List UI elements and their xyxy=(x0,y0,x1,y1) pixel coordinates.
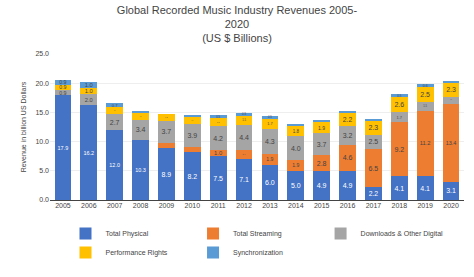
svg-text:Synchronization: Synchronization xyxy=(233,249,283,257)
svg-text:4.2: 4.2 xyxy=(213,135,223,142)
svg-text:0.0: 0.0 xyxy=(39,196,49,203)
svg-text:2.0: 2.0 xyxy=(85,97,93,103)
svg-text:2.2: 2.2 xyxy=(369,190,379,197)
svg-text:0.9: 0.9 xyxy=(59,79,66,85)
svg-text:Revenue in billion US Dollars: Revenue in billion US Dollars xyxy=(20,81,27,172)
svg-text:1.0: 1.0 xyxy=(85,82,94,88)
svg-text:13.4: 13.4 xyxy=(446,140,457,146)
svg-text:1.4: 1.4 xyxy=(243,153,247,155)
svg-text:2015: 2015 xyxy=(314,202,330,209)
svg-text:Total Physical: Total Physical xyxy=(106,230,149,238)
svg-text:0.7: 0.7 xyxy=(112,103,118,108)
svg-text:4.1: 4.1 xyxy=(394,185,404,192)
svg-text:1.2: 1.2 xyxy=(192,120,194,121)
svg-text:0.5: 0.5 xyxy=(242,112,246,116)
svg-text:17.9: 17.9 xyxy=(58,145,69,151)
svg-text:1.9: 1.9 xyxy=(318,125,325,131)
svg-text:15.0: 15.0 xyxy=(35,109,49,116)
svg-text:2.5: 2.5 xyxy=(369,138,379,145)
svg-text:1.2: 1.2 xyxy=(450,99,452,100)
svg-text:2013: 2013 xyxy=(262,202,278,209)
svg-text:6.5: 6.5 xyxy=(369,165,379,172)
svg-text:8.2: 8.2 xyxy=(187,173,197,180)
svg-text:0.9: 0.9 xyxy=(59,84,66,90)
svg-text:2011: 2011 xyxy=(211,202,226,209)
svg-text:2.3: 2.3 xyxy=(446,86,456,93)
svg-text:6.0: 6.0 xyxy=(265,179,275,186)
svg-text:1.3: 1.3 xyxy=(217,122,219,123)
svg-text:Downloads & Other Digital: Downloads & Other Digital xyxy=(361,230,444,238)
svg-text:11.2: 11.2 xyxy=(420,140,431,146)
svg-text:2.6: 2.6 xyxy=(394,101,404,108)
svg-text:16.2: 16.2 xyxy=(83,150,94,156)
svg-text:4.9: 4.9 xyxy=(317,182,327,189)
svg-text:1.0: 1.0 xyxy=(85,88,94,94)
svg-text:3.7: 3.7 xyxy=(317,141,327,148)
svg-text:25.0: 25.0 xyxy=(35,50,49,57)
svg-text:1.5: 1.5 xyxy=(423,104,427,108)
svg-text:2.8: 2.8 xyxy=(317,160,327,167)
svg-text:4.3: 4.3 xyxy=(265,138,275,145)
svg-text:Global Recorded Music Industry: Global Recorded Music Industry Revenues … xyxy=(117,4,358,45)
svg-text:3.9: 3.9 xyxy=(187,132,197,139)
svg-text:1.2: 1.2 xyxy=(114,110,116,111)
svg-text:2016: 2016 xyxy=(340,202,356,209)
svg-text:2019: 2019 xyxy=(417,202,433,209)
svg-text:2020: 2020 xyxy=(443,202,459,209)
svg-text:8.9: 8.9 xyxy=(162,171,172,178)
svg-text:2.5: 2.5 xyxy=(420,91,430,98)
svg-text:1.3: 1.3 xyxy=(165,117,167,118)
svg-text:2018: 2018 xyxy=(392,202,408,209)
svg-text:1.9: 1.9 xyxy=(266,156,273,162)
svg-text:9.2: 9.2 xyxy=(394,146,404,153)
svg-text:7.5: 7.5 xyxy=(213,175,223,182)
svg-text:5.0: 5.0 xyxy=(291,182,301,189)
svg-text:1.9: 1.9 xyxy=(292,162,299,168)
svg-text:4.1: 4.1 xyxy=(420,185,430,192)
svg-text:2006: 2006 xyxy=(81,202,97,209)
svg-text:2008: 2008 xyxy=(133,202,149,209)
svg-text:0.9: 0.9 xyxy=(59,90,66,96)
svg-text:3.2: 3.2 xyxy=(343,132,353,139)
svg-text:2017: 2017 xyxy=(366,202,382,209)
svg-text:10.3: 10.3 xyxy=(135,167,146,173)
svg-text:2009: 2009 xyxy=(159,202,175,209)
svg-text:1.8: 1.8 xyxy=(293,129,300,134)
svg-text:0.6: 0.6 xyxy=(423,84,428,88)
svg-text:2.3: 2.3 xyxy=(369,124,379,131)
svg-text:0.5: 0.5 xyxy=(397,94,401,98)
svg-text:Total Streaming: Total Streaming xyxy=(233,230,282,238)
svg-text:2007: 2007 xyxy=(107,202,123,209)
svg-text:2014: 2014 xyxy=(288,202,304,209)
svg-text:2.2: 2.2 xyxy=(343,116,353,123)
svg-text:2010: 2010 xyxy=(185,202,201,209)
svg-text:1.7: 1.7 xyxy=(397,115,402,120)
svg-text:4.9: 4.9 xyxy=(343,182,353,189)
svg-text:7.1: 7.1 xyxy=(239,176,249,183)
svg-text:4.0: 4.0 xyxy=(291,145,301,152)
svg-text:4.4: 4.4 xyxy=(239,134,249,141)
svg-text:Performance Rights: Performance Rights xyxy=(106,249,168,257)
svg-text:2005: 2005 xyxy=(55,202,71,209)
svg-text:3.4: 3.4 xyxy=(136,126,146,133)
svg-text:1.7: 1.7 xyxy=(267,121,272,126)
svg-text:4.6: 4.6 xyxy=(343,154,353,161)
svg-text:0.5: 0.5 xyxy=(268,115,272,119)
svg-text:10.0: 10.0 xyxy=(35,138,49,145)
svg-text:1.5: 1.5 xyxy=(242,118,246,122)
svg-text:1.0: 1.0 xyxy=(214,150,223,156)
svg-text:0.5: 0.5 xyxy=(216,115,220,119)
svg-text:2012: 2012 xyxy=(236,202,252,209)
svg-text:1.2: 1.2 xyxy=(140,116,142,117)
svg-text:12.0: 12.0 xyxy=(109,162,120,168)
svg-text:3.1: 3.1 xyxy=(446,187,456,194)
svg-text:5.0: 5.0 xyxy=(39,167,49,174)
svg-text:3.7: 3.7 xyxy=(162,128,172,135)
svg-text:20.0: 20.0 xyxy=(35,80,49,87)
svg-text:2.7: 2.7 xyxy=(110,119,120,126)
